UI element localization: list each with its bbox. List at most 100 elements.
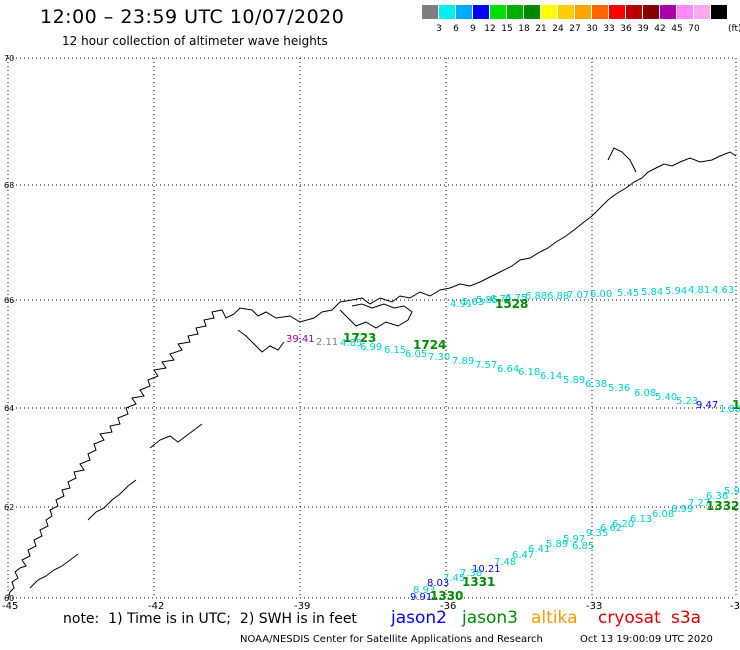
wave-height-reading: 5.9 xyxy=(724,486,740,497)
longitude-label: -36 xyxy=(440,601,456,612)
color-swatch xyxy=(575,5,591,19)
track-time-label: 1 xyxy=(732,398,740,412)
color-scale-label: 39 xyxy=(637,24,649,34)
color-scale-label: 18 xyxy=(518,24,530,34)
track-1: 1 xyxy=(732,398,740,412)
latitude-labels: 70 68 66 64 62 60 xyxy=(4,54,14,603)
color-swatch xyxy=(643,5,659,19)
wave-height-reading: 6.88 xyxy=(547,291,569,302)
color-scale-label: 30 xyxy=(586,24,598,34)
wave-height-reading: 4.85 xyxy=(340,338,362,349)
color-scale-unit: (ft) xyxy=(728,24,740,34)
color-swatch xyxy=(422,5,438,19)
wave-height-reading: 6.13 xyxy=(630,514,652,525)
wave-height-reading: 7.30 xyxy=(428,352,450,363)
color-swatch xyxy=(694,5,710,19)
wave-height-reading: 6.41 xyxy=(528,544,550,555)
color-swatch xyxy=(473,5,489,19)
wave-height-reading: 6.20 xyxy=(612,519,634,530)
latitude-label: 60 xyxy=(4,594,14,603)
latitude-label: 66 xyxy=(4,296,14,305)
latitude-label: 68 xyxy=(4,181,14,190)
color-swatch xyxy=(507,5,523,19)
track-time-label: 1332 xyxy=(706,499,739,513)
color-scale-label: 21 xyxy=(535,24,547,34)
wave-height-reading: 6.18 xyxy=(518,367,540,378)
wave-height-reading: 7.57 xyxy=(475,360,497,371)
wave-height-reading: 8.93 xyxy=(413,585,435,596)
color-swatch xyxy=(541,5,557,19)
timestamp: Oct 13 19:00:09 UTC 2020 xyxy=(580,634,713,645)
satellite-name-altika: altika xyxy=(531,608,578,628)
track-time-label: 1528 xyxy=(495,297,528,311)
color-swatch xyxy=(524,5,540,19)
wave-height-reading: 6.08 xyxy=(652,509,674,520)
wave-height-reading: 6.15 xyxy=(384,345,406,356)
track-time-label: 1723 xyxy=(343,331,376,345)
wave-height-reading: 8.03 xyxy=(427,578,449,589)
color-swatch xyxy=(456,5,472,19)
color-scale-label: 6 xyxy=(453,24,459,34)
wave-height-reading: 5.97 xyxy=(563,534,585,545)
color-scale-label: 12 xyxy=(484,24,496,34)
satellite-name-s3a: s3a xyxy=(671,608,702,628)
wave-height-reading: 6.47 xyxy=(512,550,534,561)
color-swatch xyxy=(660,5,676,19)
wave-height-reading: 7.27 xyxy=(688,498,710,509)
wave-height-reading: 5.89 xyxy=(546,539,568,550)
color-scale-label: 15 xyxy=(501,24,513,34)
color-swatch xyxy=(558,5,574,19)
track-1330: 9.918.938.037.45 1330 xyxy=(410,573,465,603)
wave-height-reading: 7.07 xyxy=(567,290,589,301)
greenland-coastline xyxy=(7,147,737,601)
color-scale-label: 27 xyxy=(569,24,581,34)
color-swatch xyxy=(609,5,625,19)
wave-height-reading: 6.00 xyxy=(590,289,612,300)
wave-height-reading: 9.35 xyxy=(586,528,608,539)
longitude-label: -42 xyxy=(148,601,164,612)
coastline-path xyxy=(7,151,737,601)
track-1723: 39.41 2.11 1723 xyxy=(286,331,376,348)
latitude-label: 70 xyxy=(4,54,14,63)
color-scale-label: 45 xyxy=(671,24,683,34)
coastline-fjord-2 xyxy=(237,329,285,353)
wave-height-reading: 6.36 xyxy=(706,491,728,502)
color-swatch xyxy=(626,5,642,19)
coastline-fjord-north xyxy=(607,147,637,173)
wave-height-reading: 5.85 xyxy=(476,295,498,306)
wave-height-reading: 7.89 xyxy=(452,356,474,367)
color-scale-label: 42 xyxy=(654,24,666,34)
wave-height-reading: 7.48 xyxy=(494,557,516,568)
credit-text: NOAA/NESDIS Center for Satellite Applica… xyxy=(240,634,543,645)
color-scale-label: 24 xyxy=(552,24,564,34)
wave-height-reading: 6.75 xyxy=(505,293,527,304)
wave-height-reading: 6.99 xyxy=(360,342,382,353)
wave-height-reading: 7.38 xyxy=(460,568,482,579)
latitude-label: 64 xyxy=(4,404,14,413)
wave-height-reading: 6.62 xyxy=(600,523,622,534)
track-1724: 4.856.99 6.156.05 7.30 7.89 7.57 6.646.18 6.14… xyxy=(340,338,740,415)
wave-height-reading: 2.11 xyxy=(316,337,338,348)
longitude-label: -39 xyxy=(294,601,310,612)
wave-height-reading: 39.41 xyxy=(286,334,315,345)
color-swatch xyxy=(439,5,455,19)
chart-subtitle: 12 hour collection of altimeter wave hei… xyxy=(62,34,328,48)
wave-height-reading: 5.40 xyxy=(655,392,677,403)
wave-height-reading: 7.45 xyxy=(443,573,465,584)
color-scale-label: 36 xyxy=(620,24,632,34)
wave-height-reading: 5.23 xyxy=(676,396,698,407)
track-time-label: 1331 xyxy=(462,575,495,589)
color-scale-label: 70 xyxy=(688,24,700,34)
coastline-islands-2 xyxy=(87,479,137,521)
wave-height-reading: 5.89 xyxy=(563,375,585,386)
color-swatch xyxy=(490,5,506,19)
wave-height-reading: 4.81 xyxy=(688,285,710,296)
wave-height-reading: 4.63 xyxy=(712,285,734,296)
wave-height-reading: 6.88 xyxy=(525,291,547,302)
wave-height-reading: 5.94 xyxy=(665,286,687,297)
latitude-label: 62 xyxy=(4,503,14,512)
wave-height-reading: 5.45 xyxy=(617,288,639,299)
longitude-label: -33 xyxy=(586,601,602,612)
color-swatch xyxy=(677,5,693,19)
satellite-name-jason2: jason2 xyxy=(391,608,447,628)
